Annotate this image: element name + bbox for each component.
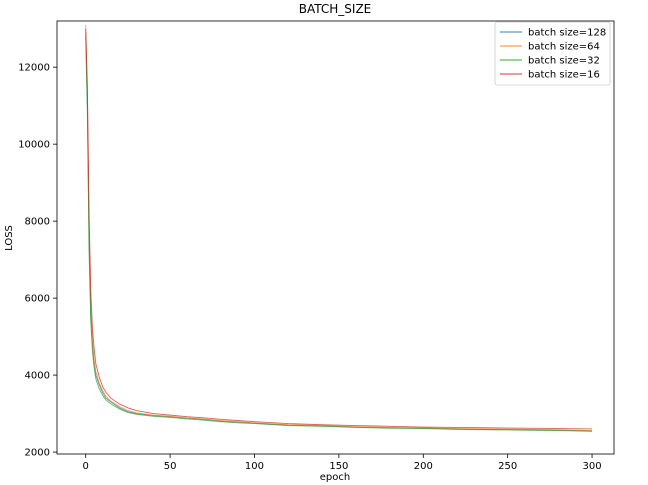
x-tick-label: 0 — [83, 461, 89, 472]
y-tick-label: 10000 — [18, 140, 50, 151]
y-tick-label: 4000 — [25, 371, 50, 382]
x-tick-label: 50 — [164, 461, 177, 472]
legend: batch size=128 batch size=64 batch size=32… — [494, 21, 611, 86]
y-axis-ticks: 2000 4000 6000 8000 10000 12000 — [18, 63, 57, 459]
x-tick-label: 300 — [583, 461, 602, 472]
y-tick-label: 6000 — [25, 294, 50, 305]
legend-label-3: batch size=16 — [528, 70, 600, 81]
legend-label-2: batch size=32 — [528, 56, 600, 67]
legend-box — [494, 21, 611, 86]
y-axis-label: LOSS — [4, 225, 15, 251]
x-tick-label: 100 — [245, 461, 264, 472]
chart-title: BATCH_SIZE — [299, 2, 372, 16]
plot-area — [56, 20, 615, 455]
y-tick-label: 12000 — [18, 63, 50, 74]
x-axis-label: epoch — [320, 472, 350, 483]
x-tick-label: 200 — [414, 461, 433, 472]
series-lines — [85, 24, 593, 432]
y-tick-label: 2000 — [25, 448, 50, 459]
legend-label-0: batch size=128 — [528, 28, 606, 39]
x-axis-ticks: 0 50 100 150 200 250 300 — [83, 454, 602, 472]
x-tick-label: 150 — [329, 461, 348, 472]
x-tick-label: 250 — [498, 461, 517, 472]
series-line-3 — [85, 28, 593, 430]
y-tick-label: 8000 — [25, 217, 50, 228]
legend-label-1: batch size=64 — [528, 42, 600, 53]
series-line-1 — [85, 24, 593, 431]
series-line-2 — [85, 36, 593, 432]
